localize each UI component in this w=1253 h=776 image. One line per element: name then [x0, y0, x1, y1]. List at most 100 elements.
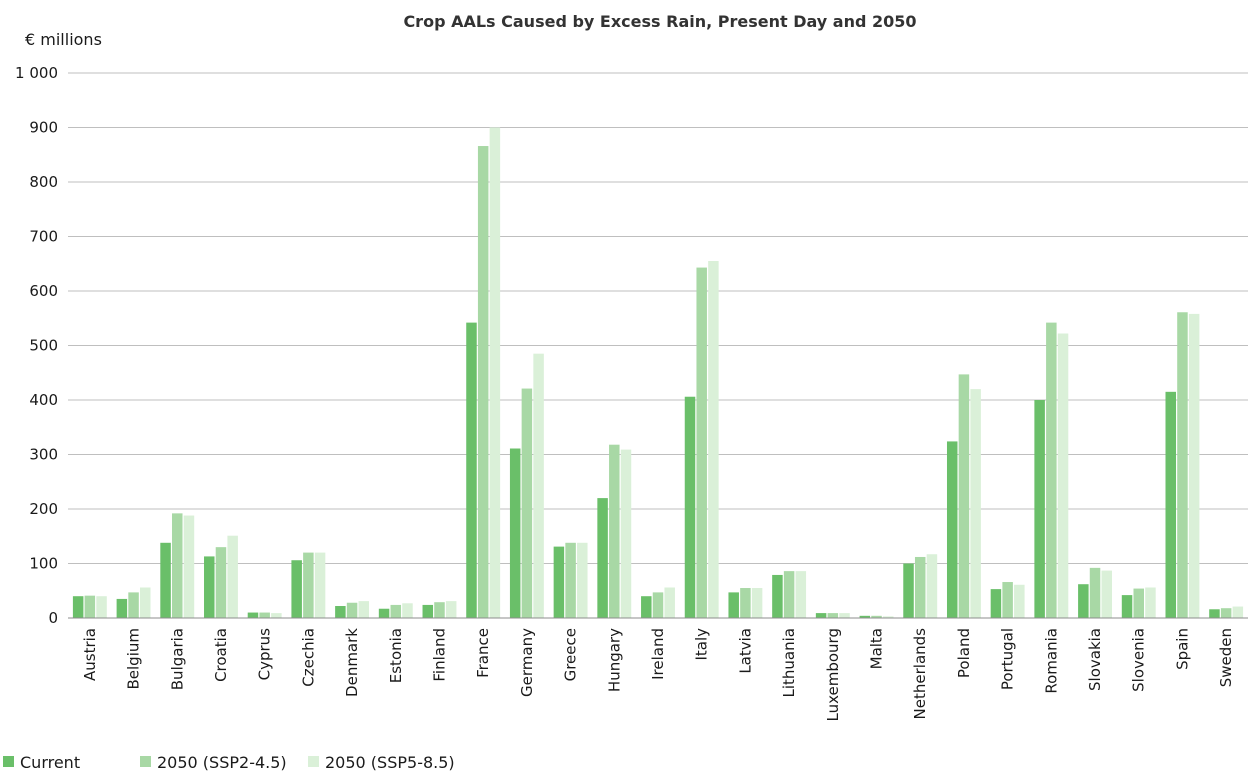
bar-belgium-2050-ssp5-8-5	[140, 587, 151, 618]
bar-austria-current	[72, 596, 84, 618]
bar-greece-current	[553, 546, 565, 618]
bar-slovakia-2050-ssp5-8-5	[1101, 570, 1112, 618]
x-tick-label-luxembourg: Luxembourg	[824, 628, 842, 722]
bar-netherlands-2050-ssp2-4-5	[914, 556, 926, 618]
bar-finland-current	[422, 604, 434, 618]
y-tick-label-900: 900	[29, 119, 58, 137]
gridlines	[68, 72, 1248, 564]
bar-denmark-current	[335, 606, 346, 618]
x-tick-label-netherlands: Netherlands	[911, 628, 929, 720]
bar-greece-2050-ssp2-4-5	[565, 542, 576, 618]
x-tick-label-spain: Spain	[1173, 628, 1191, 670]
bar-estonia-2050-ssp2-4-5	[390, 604, 402, 618]
x-tick-label-czechia: Czechia	[299, 628, 317, 687]
bar-czechia-current	[291, 560, 302, 618]
x-tick-label-italy: Italy	[693, 628, 711, 661]
bar-lithuania-2050-ssp5-8-5	[795, 571, 807, 618]
x-tick-label-latvia: Latvia	[736, 628, 754, 674]
bars	[72, 127, 1244, 618]
bar-denmark-2050-ssp2-4-5	[346, 602, 358, 618]
bar-belgium-2050-ssp2-4-5	[128, 592, 139, 618]
legend-swatch-current	[3, 756, 14, 767]
bar-ireland-current	[641, 596, 652, 618]
y-tick-label-700: 700	[29, 228, 58, 246]
bar-luxembourg-2050-ssp5-8-5	[839, 613, 850, 618]
bar-malta-2050-ssp2-4-5	[871, 615, 882, 618]
bar-greece-2050-ssp5-8-5	[577, 542, 588, 618]
bar-malta-2050-ssp5-8-5	[882, 616, 894, 618]
bar-finland-2050-ssp2-4-5	[434, 602, 445, 618]
bar-italy-2050-ssp5-8-5	[708, 261, 719, 618]
bar-czechia-2050-ssp5-8-5	[314, 552, 326, 618]
y-tick-label-300: 300	[29, 446, 58, 464]
bar-france-2050-ssp5-8-5	[489, 127, 501, 618]
bar-romania-2050-ssp5-8-5	[1057, 333, 1069, 618]
y-tick-label-100: 100	[29, 555, 58, 573]
bar-germany-2050-ssp2-4-5	[521, 388, 533, 618]
bar-italy-current	[684, 396, 696, 618]
x-tick-label-portugal: Portugal	[999, 628, 1017, 690]
bar-portugal-2050-ssp2-4-5	[1002, 582, 1013, 618]
legend-swatch-2050-ssp2-4-5	[140, 756, 151, 767]
bar-slovenia-2050-ssp2-4-5	[1133, 588, 1144, 618]
bar-austria-2050-ssp2-4-5	[84, 595, 96, 618]
y-tick-label-0: 0	[48, 609, 58, 627]
bar-croatia-2050-ssp2-4-5	[215, 547, 227, 618]
x-tick-label-lithuania: Lithuania	[780, 628, 798, 697]
bar-spain-2050-ssp2-4-5	[1177, 312, 1188, 618]
chart-title: Crop AALs Caused by Excess Rain, Present…	[403, 12, 916, 31]
bar-finland-2050-ssp5-8-5	[445, 601, 457, 618]
bar-croatia-current	[204, 556, 215, 618]
bar-france-current	[466, 322, 477, 618]
bar-romania-2050-ssp2-4-5	[1046, 322, 1057, 618]
x-tick-label-finland: Finland	[430, 628, 448, 682]
legend-label-2050-ssp2-4-5: 2050 (SSP2-4.5)	[157, 753, 287, 772]
bar-sweden-2050-ssp5-8-5	[1232, 606, 1244, 618]
bar-poland-current	[946, 441, 958, 618]
bar-portugal-current	[990, 589, 1002, 618]
bar-italy-2050-ssp2-4-5	[696, 267, 707, 618]
bar-slovakia-current	[1078, 584, 1089, 618]
y-tick-label-500: 500	[29, 337, 58, 355]
x-axis-ticks: Austria Belgium Bulgaria Croatia Cyprus Czech…	[81, 628, 1235, 722]
bar-austria-2050-ssp5-8-5	[96, 596, 107, 618]
bar-hungary-2050-ssp5-8-5	[620, 449, 632, 618]
bar-cyprus-current	[247, 612, 259, 618]
bar-latvia-2050-ssp5-8-5	[751, 588, 763, 618]
bar-portugal-2050-ssp5-8-5	[1014, 584, 1025, 618]
bar-luxembourg-current	[815, 613, 827, 618]
bar-luxembourg-2050-ssp2-4-5	[827, 613, 839, 618]
x-tick-label-poland: Poland	[955, 628, 973, 678]
bar-slovenia-2050-ssp5-8-5	[1145, 587, 1156, 618]
bar-czechia-2050-ssp2-4-5	[303, 552, 314, 618]
bar-estonia-2050-ssp5-8-5	[402, 603, 413, 618]
x-tick-label-cyprus: Cyprus	[256, 628, 274, 681]
y-axis-unit-label: € millions	[25, 30, 102, 49]
bar-sweden-current	[1209, 609, 1220, 618]
bar-netherlands-current	[903, 563, 914, 618]
bar-lithuania-2050-ssp2-4-5	[783, 571, 795, 618]
bar-ireland-2050-ssp2-4-5	[652, 592, 664, 618]
bar-sweden-2050-ssp2-4-5	[1220, 608, 1232, 618]
x-tick-label-slovenia: Slovenia	[1130, 628, 1148, 692]
bar-france-2050-ssp2-4-5	[477, 146, 489, 618]
x-tick-label-croatia: Croatia	[212, 628, 230, 682]
legend: Current 2050 (SSP2-4.5) 2050 (SSP5-8.5)	[3, 753, 455, 772]
x-tick-label-belgium: Belgium	[125, 628, 143, 690]
x-tick-label-greece: Greece	[562, 628, 580, 681]
x-tick-label-estonia: Estonia	[387, 628, 405, 683]
legend-swatch-2050-ssp5-8-5	[308, 756, 319, 767]
bar-malta-current	[859, 615, 871, 618]
bar-belgium-current	[116, 598, 128, 618]
bar-estonia-current	[378, 608, 390, 618]
legend-label-2050-ssp5-8-5: 2050 (SSP5-8.5)	[325, 753, 455, 772]
y-tick-label-200: 200	[29, 500, 58, 518]
bar-hungary-current	[597, 498, 608, 618]
bar-croatia-2050-ssp5-8-5	[227, 535, 238, 618]
bar-spain-2050-ssp5-8-5	[1188, 313, 1200, 618]
bar-denmark-2050-ssp5-8-5	[358, 601, 370, 618]
bar-poland-2050-ssp5-8-5	[970, 389, 981, 618]
x-tick-label-slovakia: Slovakia	[1086, 628, 1104, 691]
bar-ireland-2050-ssp5-8-5	[664, 587, 675, 618]
